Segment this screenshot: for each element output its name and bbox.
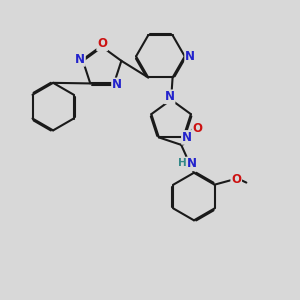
- Text: N: N: [165, 90, 175, 103]
- Text: O: O: [97, 38, 107, 50]
- Text: N: N: [187, 158, 197, 170]
- Text: O: O: [192, 122, 202, 135]
- Text: O: O: [231, 173, 241, 186]
- Text: N: N: [75, 53, 85, 66]
- Text: N: N: [112, 78, 122, 92]
- Text: H: H: [178, 158, 186, 168]
- Text: N: N: [185, 50, 195, 63]
- Text: N: N: [182, 131, 192, 144]
